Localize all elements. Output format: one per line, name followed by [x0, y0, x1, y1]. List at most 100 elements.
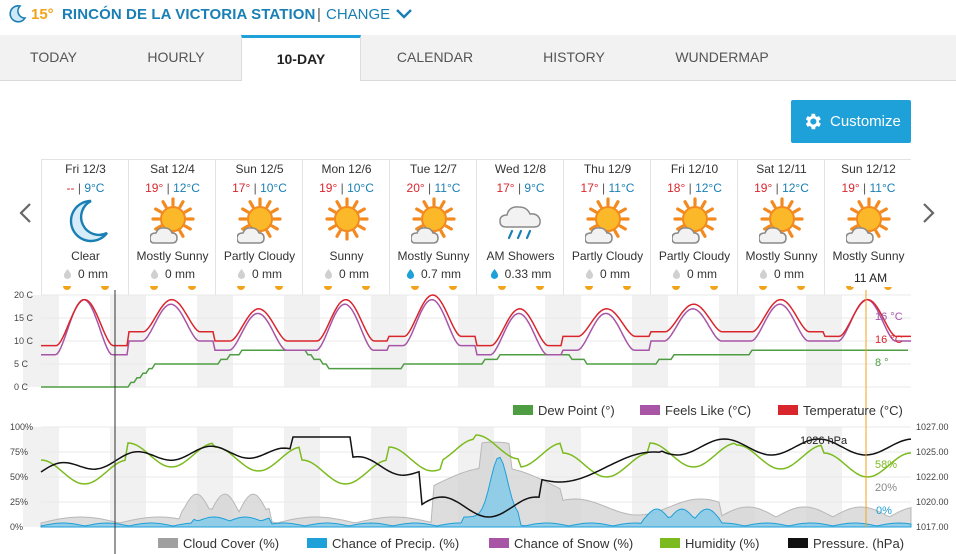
day-name: Sun 12/12: [841, 162, 896, 176]
day-card[interactable]: Sat 12/4 19° | 12°C Mostly Sunny 0 mm: [128, 160, 215, 296]
condition-text: Sunny: [329, 249, 364, 263]
day-name: Sat 12/4: [150, 162, 195, 176]
current-precip-label: 0%: [876, 505, 892, 517]
low-temp: 10°C: [260, 181, 287, 195]
condition-text: Mostly Sunny: [136, 249, 209, 263]
condition-text: Partly Cloudy: [571, 249, 644, 263]
precip-value: 0 mm: [165, 267, 195, 281]
raindrop-icon: [324, 269, 333, 279]
customize-button[interactable]: Customize: [791, 100, 911, 143]
legend-swatch: [158, 538, 178, 548]
precip-amount: 0 mm: [738, 267, 825, 281]
current-temperature: 15°: [31, 6, 54, 23]
sun-cloud-icon: [584, 197, 631, 247]
precip-amount: 0.33 mm: [477, 267, 564, 281]
chevron-left-icon[interactable]: [16, 201, 36, 225]
ten-day-forecast: Fri 12/3 -- | 9°C Clear 0 mm Sat 12/4 19…: [41, 159, 911, 296]
legend-swatch: [778, 405, 798, 415]
precip-amount: 0 mm: [564, 267, 651, 281]
precip-amount: 0 mm: [42, 267, 129, 281]
high-temp: 19°: [319, 181, 338, 195]
y-tick-label: 50%: [10, 472, 28, 482]
day-card[interactable]: Sun 12/12 19° | 11°C Mostly Sunny: [824, 160, 911, 296]
low-temp: 12°C: [695, 181, 722, 195]
sun-icon: [324, 197, 370, 247]
day-card[interactable]: Sun 12/5 17° | 10°C Partly Cloudy 0 mm: [215, 160, 302, 296]
day-temperatures: 20° | 11°C: [406, 181, 461, 195]
day-temperatures: 18° | 12°C: [667, 181, 722, 195]
precip-value: 0 mm: [687, 267, 717, 281]
precip-value: 0 mm: [252, 267, 282, 281]
day-temperatures: 19° | 11°C: [841, 181, 896, 195]
legend-swatch: [788, 538, 808, 548]
day-card[interactable]: Tue 12/7 20° | 11°C Mostly Sunny 0.7 mm: [389, 160, 476, 296]
change-station-link[interactable]: CHANGE: [326, 6, 391, 23]
low-temp: 9°C: [524, 181, 545, 195]
y-tick-label: 20 C: [14, 290, 34, 300]
condition-text: Clear: [71, 249, 100, 263]
y-tick-label: 0 C: [14, 382, 29, 392]
day-card[interactable]: Fri 12/3 -- | 9°C Clear 0 mm: [41, 160, 128, 296]
tab-today[interactable]: TODAY: [30, 49, 77, 65]
precip-value: 0 mm: [600, 267, 630, 281]
y-right-tick-label: 1027.00: [916, 422, 949, 432]
sun-moon-dots: [237, 286, 283, 290]
day-temperatures: -- | 9°C: [66, 181, 105, 195]
pressure-line: [40, 436, 912, 518]
precip-value: 0 mm: [339, 267, 369, 281]
y-tick-label: 25%: [10, 497, 28, 507]
sun-cloud-icon: [149, 197, 196, 247]
low-temp: 9°C: [84, 181, 105, 195]
legend-swatch: [489, 538, 509, 548]
legend-label: Cloud Cover (%): [183, 536, 279, 551]
high-temp: 19°: [841, 181, 860, 195]
high-temp: 19°: [754, 181, 773, 195]
day-name: Tue 12/7: [410, 162, 457, 176]
low-temp: 11°C: [608, 181, 635, 195]
chevron-down-icon[interactable]: [395, 6, 413, 22]
precip-value: 0.33 mm: [504, 267, 552, 281]
chevron-right-icon[interactable]: [918, 201, 938, 225]
day-card[interactable]: Sat 12/11 19° | 12°C Mostly Sunny 0 mm: [737, 160, 824, 296]
low-temp: 10°C: [347, 181, 374, 195]
current-pressure-label: 1026 hPa: [800, 435, 848, 447]
current-feels-like-label: 16 °C: [875, 311, 903, 323]
tab-10-day[interactable]: 10-DAY: [241, 35, 361, 81]
sun-cloud-icon: [410, 197, 457, 247]
legend-label: Temperature (°C): [803, 403, 903, 418]
precip-value: 0 mm: [774, 267, 804, 281]
sun-moon-dots: [411, 286, 457, 290]
condition-text: Partly Cloudy: [658, 249, 731, 263]
day-name: Fri 12/3: [65, 162, 106, 176]
day-card[interactable]: Fri 12/10 18° | 12°C Partly Cloudy 0 mm: [650, 160, 737, 296]
hover-time-tooltip: 11 AM: [851, 269, 893, 287]
raindrop-icon: [406, 269, 415, 279]
temperature-line: [41, 294, 911, 347]
gear-icon: [805, 113, 821, 130]
legend-label: Pressure. (hPa): [813, 536, 904, 551]
day-temperatures: 17° | 11°C: [580, 181, 635, 195]
low-temp: 12°C: [173, 181, 200, 195]
y-tick-label: 15 C: [14, 313, 34, 323]
feels-like-line: [41, 298, 911, 356]
day-temperatures: 19° | 12°C: [754, 181, 809, 195]
tab-hourly[interactable]: HOURLY: [147, 49, 205, 65]
y-tick-label: 5 C: [14, 359, 29, 369]
high-temp: 17°: [232, 181, 251, 195]
day-card[interactable]: Thu 12/9 17° | 11°C Partly Cloudy 0 mm: [563, 160, 650, 296]
day-name: Thu 12/9: [583, 162, 632, 176]
y-right-tick-label: 1020.00: [916, 497, 949, 507]
day-card[interactable]: Wed 12/8 17° | 9°C AM Showers 0.33 mm: [476, 160, 563, 296]
sun-moon-dots: [150, 286, 196, 290]
day-name: Sat 12/11: [756, 162, 807, 176]
tab-calendar[interactable]: CALENDAR: [396, 49, 474, 65]
high-temp: 19°: [145, 181, 164, 195]
customize-label: Customize: [830, 113, 901, 130]
tab-wundermap[interactable]: WUNDERMAP: [675, 49, 769, 65]
raindrop-icon: [237, 269, 246, 279]
day-temperatures: 19° | 12°C: [145, 181, 200, 195]
day-card[interactable]: Mon 12/6 19° | 10°C Sunny 0 mm: [302, 160, 389, 296]
high-temp: 17°: [580, 181, 599, 195]
sun-cloud-icon: [758, 197, 805, 247]
tab-history[interactable]: HISTORY: [543, 49, 605, 65]
